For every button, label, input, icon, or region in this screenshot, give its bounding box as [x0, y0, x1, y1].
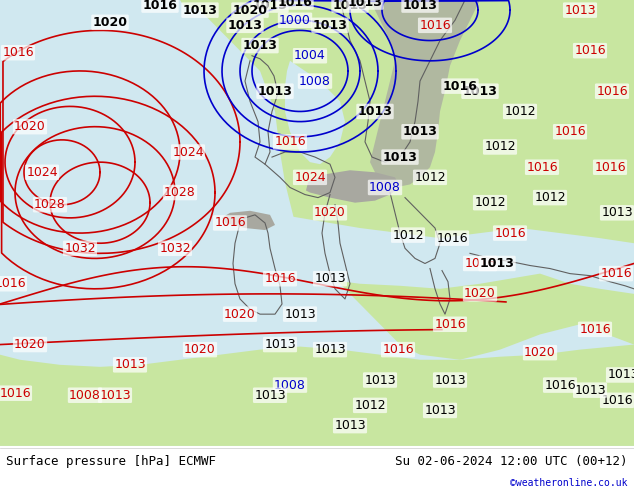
Polygon shape: [306, 170, 400, 203]
Text: 1008: 1008: [299, 74, 331, 88]
Polygon shape: [370, 0, 480, 188]
Text: 1020: 1020: [14, 338, 46, 351]
Text: 1016: 1016: [274, 135, 306, 148]
Text: 1016: 1016: [579, 323, 611, 336]
Text: 1013: 1013: [403, 0, 437, 12]
Text: 1016: 1016: [600, 267, 632, 280]
Text: 1016: 1016: [436, 232, 468, 245]
Text: 1012: 1012: [504, 105, 536, 118]
Text: 1013: 1013: [257, 85, 292, 98]
Text: 1016: 1016: [214, 217, 246, 229]
Text: Su 02-06-2024 12:00 UTC (00+12): Su 02-06-2024 12:00 UTC (00+12): [395, 455, 628, 468]
Text: 1013: 1013: [183, 3, 217, 17]
Text: 1016: 1016: [2, 46, 34, 59]
Text: 1020: 1020: [184, 343, 216, 356]
Text: 1024: 1024: [294, 171, 326, 184]
Text: 1013: 1013: [284, 308, 316, 320]
Text: 1013: 1013: [607, 368, 634, 381]
Text: 1016: 1016: [143, 0, 178, 12]
Text: 1016: 1016: [382, 343, 414, 356]
Polygon shape: [0, 0, 634, 446]
Text: 1020: 1020: [233, 3, 268, 17]
Text: 1016: 1016: [526, 161, 558, 174]
Polygon shape: [285, 61, 345, 164]
Text: 1016: 1016: [419, 19, 451, 32]
Text: 1028: 1028: [34, 198, 66, 211]
Text: 1028: 1028: [164, 186, 196, 199]
Text: 1013: 1013: [254, 389, 286, 402]
Text: 1016: 1016: [574, 44, 606, 57]
Text: 1013: 1013: [434, 373, 466, 387]
Text: 1008: 1008: [369, 181, 401, 194]
Text: 1013: 1013: [228, 19, 262, 32]
Text: 1016: 1016: [443, 80, 477, 93]
Polygon shape: [210, 208, 634, 294]
Text: 1013: 1013: [382, 150, 417, 164]
Text: 1012: 1012: [534, 191, 566, 204]
Text: 1013: 1013: [364, 373, 396, 387]
Text: 1013: 1013: [114, 358, 146, 371]
Text: 1012: 1012: [474, 196, 506, 209]
Text: 1024: 1024: [26, 166, 58, 179]
Text: 1013: 1013: [314, 343, 346, 356]
Text: 1020: 1020: [464, 288, 496, 300]
Text: 1012: 1012: [414, 171, 446, 184]
Text: 1016: 1016: [0, 387, 31, 400]
Text: 1013: 1013: [333, 0, 368, 12]
Text: Surface pressure [hPa] ECMWF: Surface pressure [hPa] ECMWF: [6, 455, 216, 468]
Text: 1012: 1012: [354, 399, 386, 412]
Text: 1024: 1024: [172, 146, 204, 158]
Text: 1020: 1020: [93, 16, 127, 29]
Text: 1020: 1020: [14, 120, 46, 133]
Polygon shape: [0, 0, 634, 446]
Text: 1013: 1013: [252, 0, 287, 12]
Text: 1013: 1013: [403, 125, 437, 138]
Text: 1013: 1013: [347, 0, 382, 8]
Text: 1012: 1012: [484, 141, 516, 153]
Polygon shape: [0, 344, 634, 446]
Text: 1016: 1016: [594, 161, 626, 174]
Text: 1004: 1004: [294, 49, 326, 62]
Text: 1016: 1016: [278, 0, 313, 8]
Text: 1000: 1000: [279, 14, 311, 27]
Text: 1032: 1032: [159, 242, 191, 255]
Text: 1016: 1016: [554, 125, 586, 138]
Text: 1016: 1016: [464, 257, 496, 270]
Text: 1008: 1008: [274, 379, 306, 392]
Text: 1016: 1016: [434, 318, 466, 331]
Text: 1013: 1013: [574, 384, 606, 397]
Text: 1016: 1016: [544, 379, 576, 392]
Text: 1013: 1013: [601, 206, 633, 220]
Text: 1016: 1016: [494, 226, 526, 240]
Polygon shape: [222, 211, 275, 230]
Text: 1016: 1016: [264, 272, 296, 285]
Polygon shape: [0, 0, 185, 395]
Text: 1032: 1032: [64, 242, 96, 255]
Text: ©weatheronline.co.uk: ©weatheronline.co.uk: [510, 478, 628, 489]
Text: 1013: 1013: [313, 19, 347, 32]
Text: 1016: 1016: [0, 277, 26, 290]
Text: 1008: 1008: [69, 389, 101, 402]
Text: 1020: 1020: [314, 206, 346, 220]
Text: 1013: 1013: [358, 105, 392, 118]
Text: 1013: 1013: [99, 389, 131, 402]
Text: 1013: 1013: [334, 419, 366, 432]
Text: 1020: 1020: [524, 346, 556, 359]
Text: 1012: 1012: [392, 229, 424, 242]
Text: 1013: 1013: [424, 404, 456, 417]
Text: 1020: 1020: [224, 308, 256, 320]
Text: 1013: 1013: [479, 257, 514, 270]
Text: 1016: 1016: [601, 394, 633, 407]
Text: 1013: 1013: [243, 39, 278, 52]
Text: 1013: 1013: [314, 272, 346, 285]
Text: 1013: 1013: [463, 85, 498, 98]
Text: 1013: 1013: [564, 3, 596, 17]
Text: 1013: 1013: [264, 338, 296, 351]
Text: 1016: 1016: [596, 85, 628, 98]
